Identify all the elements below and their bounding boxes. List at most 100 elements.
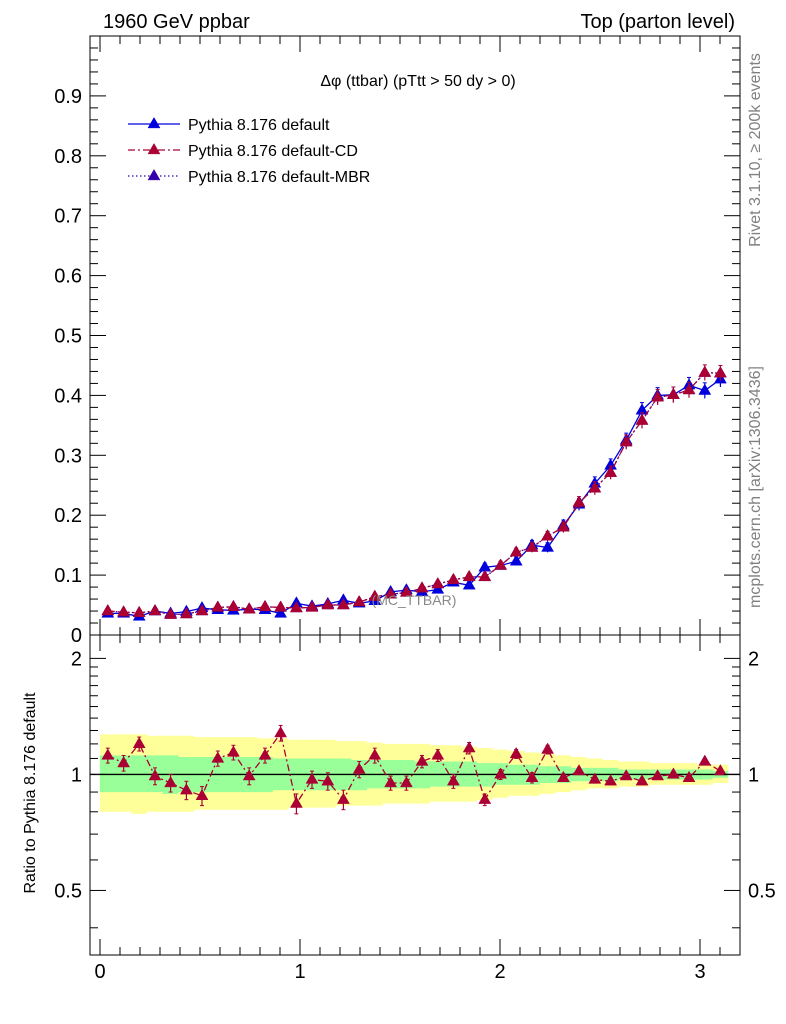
data-point-1: [446, 572, 460, 585]
header-left-title: 1960 GeV ppbar: [103, 11, 250, 33]
data-point-1: [431, 577, 445, 589]
ratio-y-tick-label-right: 1: [748, 764, 759, 786]
data-point-1: [195, 604, 209, 616]
ratio-point: [415, 754, 429, 766]
ratio-axis-ticks: 0.5 0.5 1 1 2 2 0 1 2 3: [54, 635, 776, 983]
ratio-point: [525, 770, 539, 782]
ratio-plot-frame: [89, 634, 741, 956]
top-axis-ticks: 0 0.1 0.2 0.3 0.4 0.5 0.6 0.7 0.8 0.9: [54, 35, 740, 647]
ratio-point: [619, 769, 633, 781]
legend-marker: [147, 168, 161, 181]
data-point-1: [494, 558, 508, 570]
data-point-0: [478, 560, 492, 572]
data-point-0: [462, 578, 476, 590]
ratio-point: [682, 770, 696, 782]
y-tick-label: 0.5: [54, 326, 82, 348]
data-point-1: [635, 413, 649, 425]
ratio-point: [242, 769, 256, 781]
ratio-point: [258, 748, 272, 760]
y-tick-label: 0.3: [54, 445, 82, 467]
ratio-point: [211, 751, 225, 763]
ratio-point: [713, 764, 727, 776]
ratio-point: [352, 762, 366, 774]
ratio-series: [101, 724, 727, 815]
ratio-point: [305, 772, 319, 784]
y-tick-label: 0.6: [54, 266, 82, 288]
ratio-y-tick-label: 0.5: [54, 880, 82, 902]
data-point-1: [651, 390, 665, 402]
header-right-title: Top (parton level): [580, 11, 735, 33]
data-point-1: [619, 435, 633, 447]
legend-marker: [147, 142, 161, 155]
ratio-point: [478, 792, 492, 804]
data-point-1: [226, 599, 240, 611]
series-line-2: [107, 371, 721, 616]
legend-label: Pythia 8.176 default-MBR: [188, 169, 370, 186]
data-point-1: [132, 605, 146, 617]
data-point-1: [211, 600, 225, 612]
data-point-1: [352, 595, 366, 607]
data-point-1: [289, 601, 303, 613]
top-plot-title: Δφ (ttbar) (pTtt > 50 dy > 0): [320, 73, 515, 90]
data-point-1: [509, 545, 523, 557]
ratio-y-axis-label: Ratio to Pythia 8.176 default: [22, 692, 39, 894]
data-point-1: [164, 607, 178, 619]
data-point-1: [148, 604, 162, 616]
legend-label: Pythia 8.176 default-CD: [188, 143, 358, 160]
ratio-point: [635, 774, 649, 786]
ratio-point: [274, 726, 288, 738]
ratio-point: [195, 788, 209, 800]
data-point-1: [713, 366, 727, 378]
data-point-1: [101, 604, 115, 616]
ratio-point: [446, 774, 460, 786]
ratio-point: [132, 736, 146, 749]
data-point-0: [698, 383, 712, 395]
data-point-1: [541, 529, 555, 541]
data-point-1: [368, 589, 382, 601]
ratio-point: [541, 742, 555, 754]
y-tick-label: 0.7: [54, 206, 82, 228]
ratio-point: [572, 764, 586, 776]
rivet-version-label: Rivet 3.1.10, ≥ 200k events: [747, 53, 764, 247]
y-tick-label: 0.2: [54, 505, 82, 527]
ratio-y-tick-label-right: 0.5: [748, 880, 776, 902]
ratio-point: [698, 754, 712, 766]
data-point-1: [242, 602, 256, 614]
data-point-1: [117, 605, 131, 617]
ratio-point: [101, 748, 115, 760]
ratio-point: [336, 792, 350, 804]
data-point-0: [541, 540, 555, 552]
data-point-1: [698, 365, 712, 377]
data-point-1: [478, 569, 492, 582]
y-tick-label: 0.9: [54, 86, 82, 108]
data-point-1: [666, 387, 680, 399]
ratio-point: [289, 796, 303, 808]
watermark-label: (MC_TTBAR): [372, 592, 457, 608]
data-point-1: [399, 585, 413, 597]
data-point-0: [509, 554, 523, 566]
y-tick-label: 0.1: [54, 565, 82, 587]
ratio-point: [462, 741, 476, 753]
ratio-bands: [90, 734, 740, 814]
ratio-point: [666, 767, 680, 779]
data-point-1: [305, 600, 319, 612]
data-point-1: [525, 540, 539, 552]
data-point-1: [179, 607, 193, 619]
data-point-1: [415, 581, 429, 593]
data-point-1: [462, 569, 476, 582]
ratio-point: [399, 776, 413, 788]
ratio-point: [509, 746, 523, 759]
top-plot-series: [101, 364, 727, 621]
data-point-1: [556, 520, 570, 532]
ratio-point: [179, 783, 193, 795]
legend-marker: [147, 116, 161, 129]
x-tick-label: 3: [694, 961, 705, 983]
y-tick-label: 0.8: [54, 146, 82, 168]
data-point-1: [588, 481, 602, 493]
ratio-line: [107, 731, 721, 806]
ratio-point: [148, 769, 162, 781]
ratio-point: [556, 770, 570, 782]
x-tick-label: 1: [294, 961, 305, 983]
data-point-1: [384, 587, 398, 599]
data-point-1: [321, 598, 335, 610]
